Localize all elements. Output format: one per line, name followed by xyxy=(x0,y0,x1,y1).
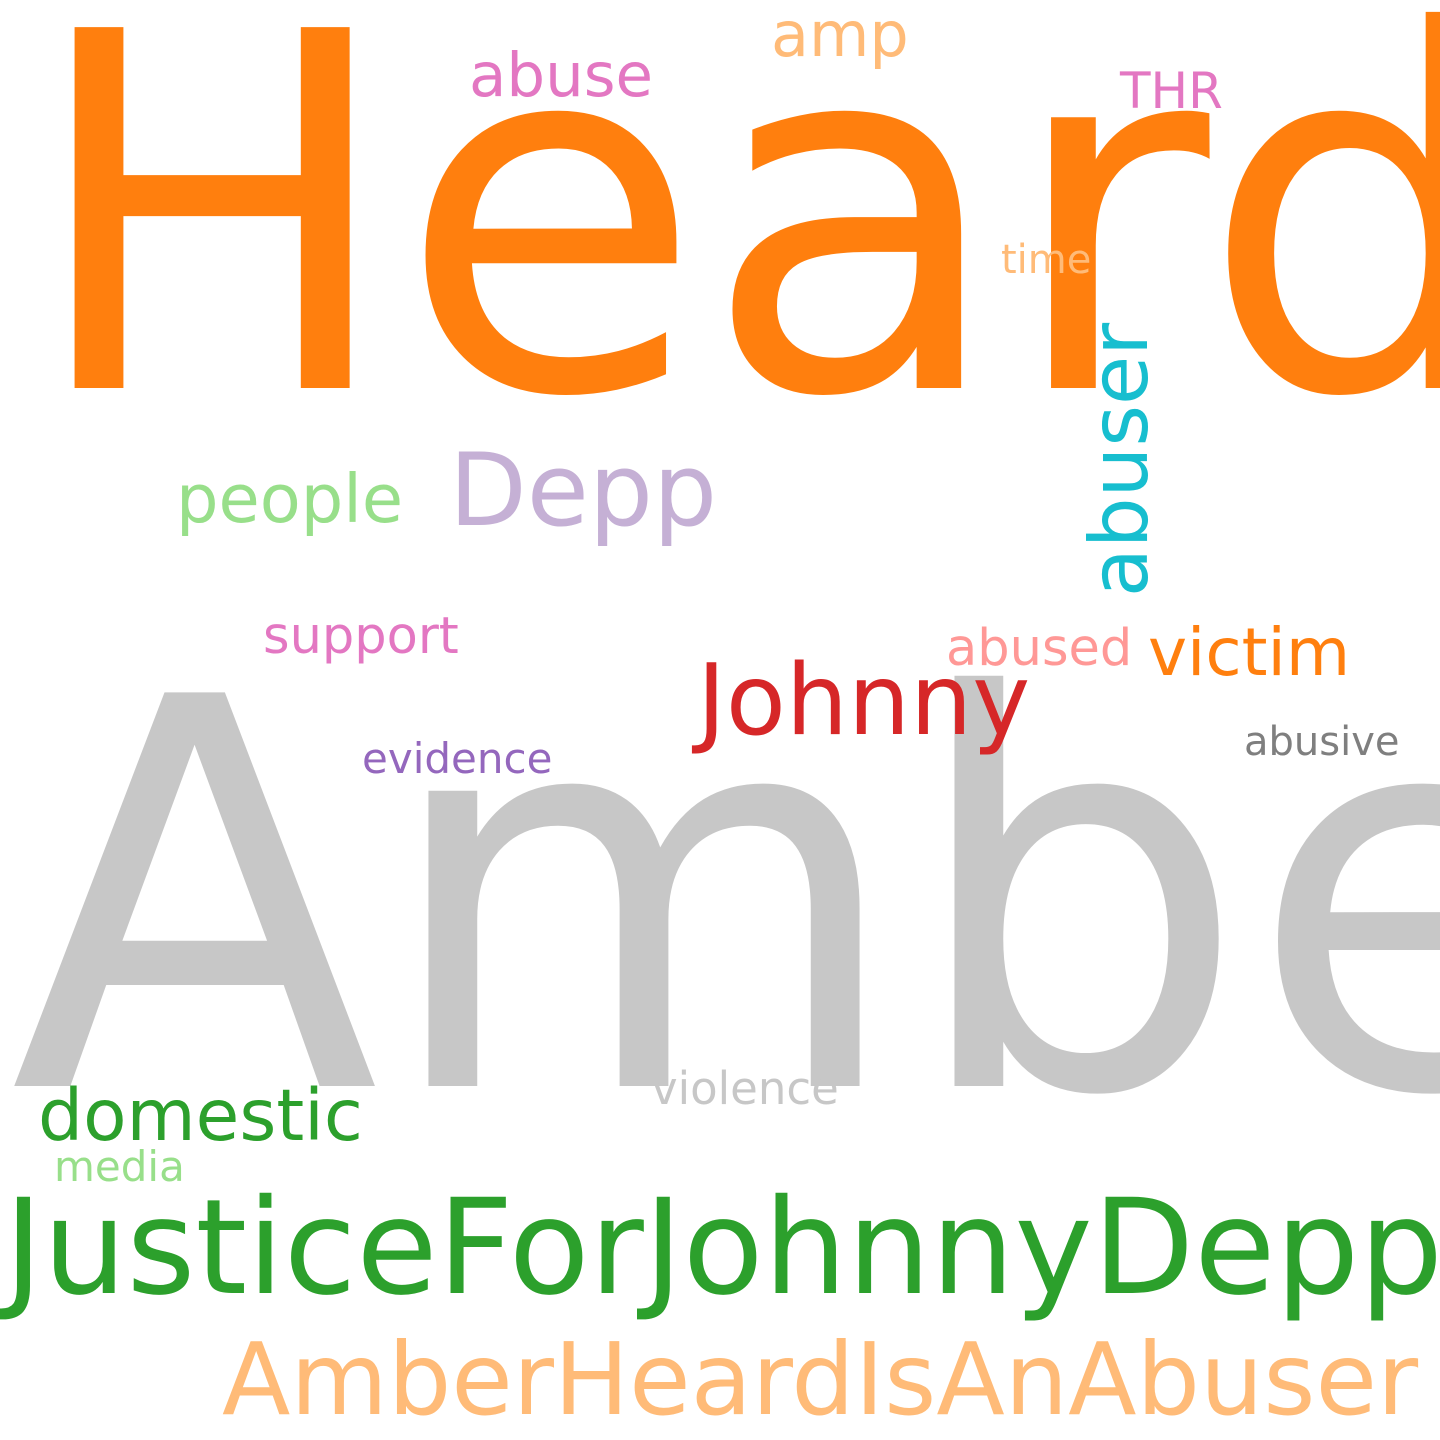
word-abusive: abusive xyxy=(1244,719,1400,765)
word-heard: Heard xyxy=(26,0,1440,505)
word-people: people xyxy=(176,460,404,538)
word-thr: THR xyxy=(1120,62,1223,120)
word-abused: abused xyxy=(946,619,1133,678)
word-amber: Amber xyxy=(10,586,1440,1214)
word-domestic: domestic xyxy=(38,1074,363,1157)
word-amp: amp xyxy=(771,0,909,71)
word-time: time xyxy=(1001,237,1092,283)
word-johnny: Johnny xyxy=(697,644,1031,758)
word-support: support xyxy=(263,607,459,666)
word-amberheardisanabuser: AmberHeardIsAnAbuser xyxy=(222,1321,1419,1438)
word-justiceforjohnnydepp: JusticeForJohnnyDepp xyxy=(4,1171,1440,1325)
word-media: media xyxy=(54,1142,185,1191)
word-violence: violence xyxy=(651,1062,839,1115)
word-abuse: abuse xyxy=(469,40,654,111)
word-depp: Depp xyxy=(449,431,718,549)
word-abuser: abuser xyxy=(1073,322,1166,598)
word-victim: victim xyxy=(1148,614,1351,691)
word-evidence: evidence xyxy=(362,734,553,783)
